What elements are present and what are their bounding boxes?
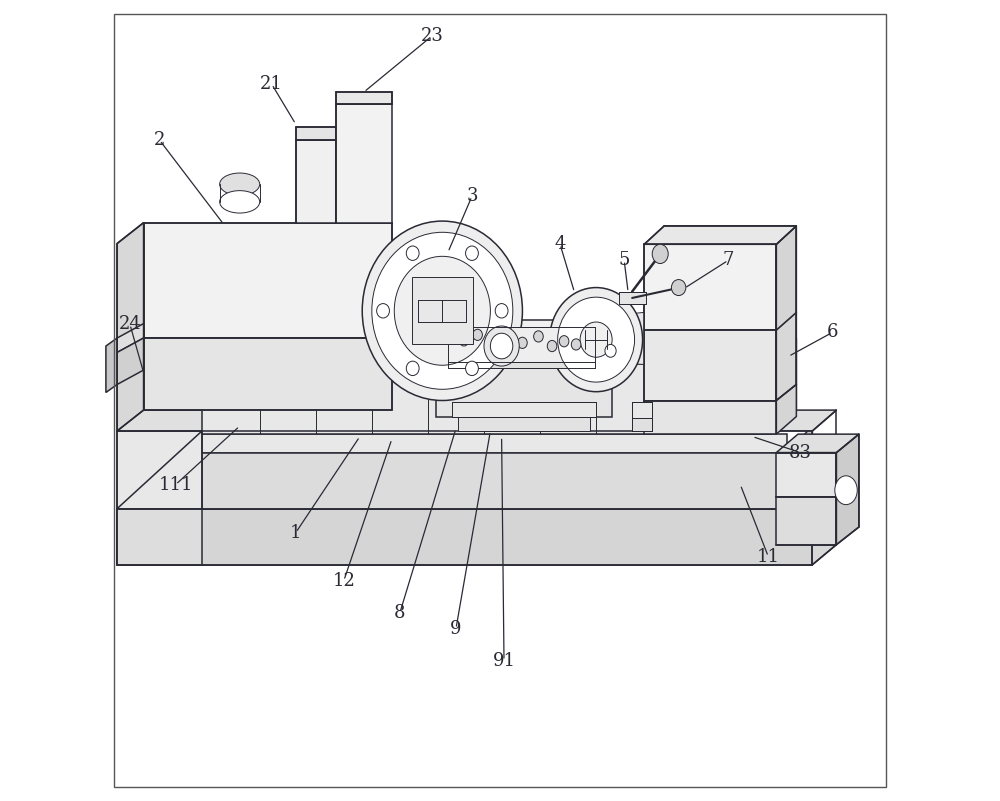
Polygon shape: [117, 324, 144, 352]
Ellipse shape: [377, 304, 389, 318]
Text: 12: 12: [332, 572, 355, 590]
Polygon shape: [787, 426, 812, 509]
Ellipse shape: [835, 476, 857, 505]
Ellipse shape: [362, 221, 522, 400]
Polygon shape: [448, 362, 595, 368]
Polygon shape: [117, 509, 202, 565]
Polygon shape: [412, 277, 473, 344]
Text: 24: 24: [119, 316, 141, 333]
Ellipse shape: [534, 331, 543, 342]
Text: 1: 1: [290, 524, 301, 541]
Polygon shape: [776, 312, 796, 400]
Polygon shape: [776, 384, 796, 434]
Polygon shape: [632, 418, 652, 431]
Polygon shape: [771, 338, 796, 434]
Text: 11: 11: [757, 548, 780, 566]
Ellipse shape: [503, 332, 513, 344]
Polygon shape: [208, 328, 790, 354]
Polygon shape: [436, 320, 612, 364]
Polygon shape: [178, 434, 787, 453]
Polygon shape: [117, 545, 836, 565]
Ellipse shape: [394, 256, 490, 365]
Polygon shape: [596, 312, 644, 364]
Text: 8: 8: [394, 604, 406, 622]
Polygon shape: [619, 292, 646, 304]
Text: 7: 7: [723, 252, 734, 269]
Ellipse shape: [459, 335, 469, 346]
Ellipse shape: [406, 246, 419, 260]
Polygon shape: [202, 364, 771, 434]
Text: 83: 83: [789, 444, 812, 461]
Polygon shape: [208, 354, 764, 362]
Ellipse shape: [671, 280, 686, 296]
Text: 91: 91: [493, 652, 516, 670]
Text: 111: 111: [158, 476, 193, 493]
Polygon shape: [336, 104, 392, 223]
Polygon shape: [144, 223, 392, 338]
Polygon shape: [117, 431, 202, 509]
Ellipse shape: [518, 337, 527, 348]
Text: 5: 5: [618, 252, 630, 269]
Polygon shape: [178, 453, 787, 509]
Polygon shape: [117, 410, 836, 431]
Polygon shape: [776, 434, 859, 453]
Text: 4: 4: [554, 235, 566, 253]
Text: 3: 3: [466, 187, 478, 205]
Polygon shape: [836, 434, 859, 545]
Polygon shape: [117, 338, 144, 384]
Ellipse shape: [571, 339, 581, 350]
Polygon shape: [117, 223, 144, 431]
Polygon shape: [296, 127, 336, 140]
Ellipse shape: [372, 232, 513, 389]
Polygon shape: [392, 288, 442, 332]
Polygon shape: [776, 453, 836, 497]
Polygon shape: [436, 364, 612, 417]
Ellipse shape: [580, 322, 612, 357]
Text: 6: 6: [827, 324, 838, 341]
Polygon shape: [644, 244, 776, 330]
Polygon shape: [452, 402, 596, 417]
Ellipse shape: [487, 340, 497, 352]
Ellipse shape: [484, 326, 519, 366]
Polygon shape: [458, 417, 590, 431]
Polygon shape: [644, 330, 776, 400]
Ellipse shape: [495, 304, 508, 318]
Polygon shape: [117, 509, 812, 565]
Ellipse shape: [558, 297, 635, 382]
Polygon shape: [202, 338, 796, 364]
Polygon shape: [776, 226, 796, 330]
Polygon shape: [644, 226, 796, 244]
Ellipse shape: [466, 361, 478, 376]
Text: 21: 21: [260, 75, 283, 93]
Ellipse shape: [559, 336, 569, 347]
Polygon shape: [776, 497, 836, 545]
Polygon shape: [144, 338, 392, 410]
Ellipse shape: [550, 288, 643, 392]
Ellipse shape: [466, 246, 478, 260]
Polygon shape: [296, 140, 336, 223]
Polygon shape: [448, 327, 595, 362]
Polygon shape: [644, 400, 776, 434]
Text: 23: 23: [420, 27, 443, 45]
Ellipse shape: [605, 344, 616, 357]
Ellipse shape: [220, 191, 260, 213]
Polygon shape: [336, 92, 392, 104]
Ellipse shape: [406, 361, 419, 376]
Ellipse shape: [547, 340, 557, 352]
Ellipse shape: [220, 173, 260, 195]
Text: 2: 2: [154, 131, 165, 149]
Polygon shape: [632, 402, 652, 418]
Ellipse shape: [652, 244, 668, 264]
Text: 9: 9: [450, 620, 462, 638]
Polygon shape: [106, 338, 117, 392]
Ellipse shape: [490, 333, 513, 359]
Ellipse shape: [473, 329, 482, 340]
